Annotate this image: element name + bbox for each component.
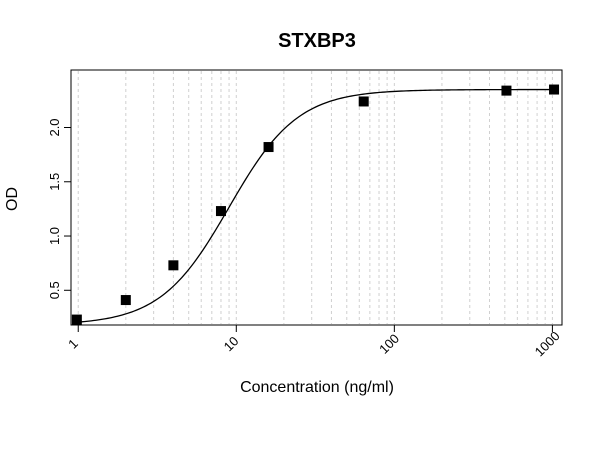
data-point <box>215 206 226 217</box>
plot-frame <box>70 69 563 326</box>
data-point <box>263 142 274 153</box>
y-tick-label: 1.5 <box>47 173 62 191</box>
data-point <box>358 96 369 107</box>
data-point <box>71 314 82 325</box>
x-tick-label: 1 <box>65 336 81 352</box>
data-point <box>168 260 179 271</box>
grid <box>77 71 553 324</box>
x-tick-label: 100 <box>376 331 402 357</box>
y-tick-label: 2.0 <box>47 118 62 136</box>
y-tick-label: 0.5 <box>47 281 62 299</box>
data-point <box>501 85 512 96</box>
y-tick-label: 1.0 <box>47 227 62 245</box>
x-axis-label: Concentration (ng/ml) <box>240 379 394 396</box>
x-tick-label: 1000 <box>532 328 563 359</box>
axes: 1 10 100 1000 0.5 1.0 1.5 2.0 <box>47 118 563 359</box>
data-points <box>71 84 560 325</box>
x-tick-label: 10 <box>221 333 242 354</box>
fit-curve-group <box>76 88 555 323</box>
chart-title: STXBP3 <box>278 30 356 52</box>
fit-curve <box>76 88 555 323</box>
data-point <box>549 84 560 95</box>
y-axis-label: OD <box>4 187 21 211</box>
data-point <box>120 295 131 306</box>
